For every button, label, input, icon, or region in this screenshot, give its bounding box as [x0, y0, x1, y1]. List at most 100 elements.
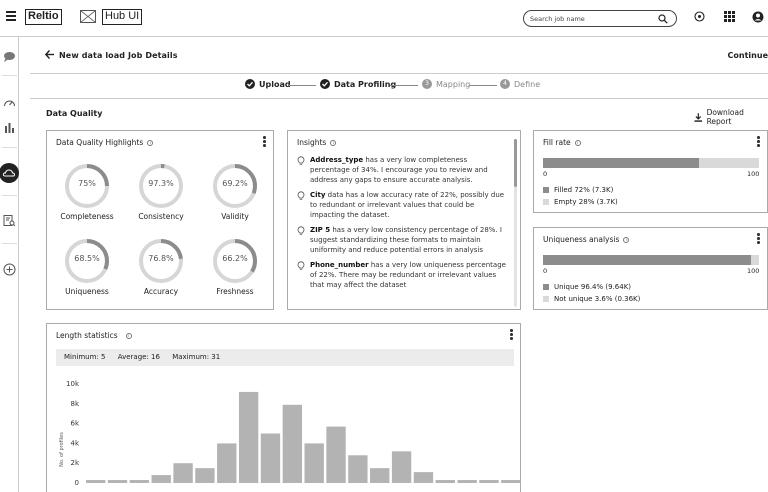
- fill-rate-bar-fill: [543, 158, 699, 168]
- y-tick-label: 0: [75, 479, 79, 487]
- donut-value: 66.2%: [222, 254, 248, 263]
- y-axis-label: No. of profiles: [59, 432, 65, 467]
- lightbulb-icon: [297, 191, 305, 200]
- menu-icon[interactable]: [6, 11, 16, 21]
- insights-list: Address_type has a very low completeness…: [296, 155, 508, 307]
- card-title: Uniqueness analysis i: [543, 235, 630, 244]
- insights-card: Insights i Address_type has a very low co…: [287, 130, 521, 310]
- donut-arc: [213, 239, 257, 283]
- lightbulb-icon: [297, 261, 305, 270]
- scrollbar[interactable]: [514, 139, 517, 307]
- legend-not-unique: Not unique 3.6% (0.36K): [543, 295, 640, 303]
- histogram-bar: [238, 391, 259, 483]
- chat-icon[interactable]: [694, 11, 705, 22]
- info-icon[interactable]: i: [574, 139, 581, 146]
- app-name[interactable]: Hub UI: [102, 9, 143, 25]
- donut-arc: [65, 164, 109, 208]
- user-avatar-icon[interactable]: [752, 11, 764, 23]
- donut-label: Consistency: [138, 212, 184, 221]
- legend-empty: Empty 28% (3.7K): [543, 198, 618, 206]
- step-upload[interactable]: Upload: [245, 79, 291, 89]
- donut-arc: [139, 239, 183, 283]
- donut-value: 69.2%: [222, 179, 248, 188]
- step-define[interactable]: 4 Define: [500, 79, 540, 89]
- document-search-icon[interactable]: [3, 215, 16, 227]
- histogram-bar: [326, 426, 346, 483]
- insight-item: Phone_number has a very low uniqueness p…: [296, 260, 508, 290]
- donut-label: Accuracy: [143, 287, 179, 296]
- histogram-bar: [107, 480, 128, 483]
- check-circle-icon: [320, 79, 330, 89]
- donut-value: 68.5%: [74, 254, 100, 263]
- dashboard-gauge-icon[interactable]: [3, 97, 16, 108]
- search-input[interactable]: [530, 14, 650, 24]
- axis-max: 100: [747, 267, 760, 275]
- donut-accuracy: 76.8%: [138, 238, 184, 284]
- donut-value: 75%: [78, 179, 96, 188]
- card-title: Data Quality Highlights i: [56, 138, 154, 147]
- donut-arc: [213, 164, 257, 208]
- back-arrow-icon[interactable]: [45, 50, 54, 59]
- y-tick-label: 6k: [70, 420, 79, 428]
- step-number: 4: [500, 79, 510, 89]
- donut-consistency: 97.3%: [138, 163, 184, 209]
- step-number: 3: [422, 79, 432, 89]
- histogram-bar: [129, 480, 150, 483]
- histogram-bar: [195, 468, 215, 483]
- y-tick-label: 10k: [66, 380, 80, 388]
- bar-chart-icon[interactable]: [3, 122, 16, 133]
- donut-completeness: 75%: [64, 163, 110, 209]
- step-label: Upload: [259, 79, 291, 89]
- histogram-bar: [479, 480, 499, 483]
- fill-rate-bar: [543, 158, 759, 168]
- step-data-profiling[interactable]: Data Profiling: [320, 79, 396, 89]
- top-bar: Reltio Hub UI: [0, 0, 768, 37]
- insight-item: City data has a low accuracy rate of 22%…: [296, 190, 508, 220]
- histogram-bar: [391, 451, 412, 483]
- axis-max: 100: [747, 170, 760, 178]
- donut-uniqueness: 68.5%: [64, 238, 110, 284]
- step-label: Mapping: [436, 79, 471, 89]
- kebab-menu-icon[interactable]: [757, 136, 760, 148]
- kebab-menu-icon[interactable]: [757, 233, 760, 245]
- download-report-button[interactable]: Download Report: [694, 108, 768, 126]
- donut-value: 97.3%: [148, 179, 174, 188]
- kebab-menu-icon[interactable]: [263, 136, 266, 148]
- info-icon[interactable]: i: [147, 139, 154, 146]
- search-box[interactable]: [523, 10, 677, 27]
- histogram-bar: [348, 455, 368, 483]
- add-circle-icon[interactable]: [3, 263, 16, 276]
- info-icon[interactable]: i: [623, 236, 630, 243]
- continue-button[interactable]: Continue: [727, 51, 768, 60]
- step-label: Data Profiling: [334, 79, 397, 89]
- uniqueness-analysis-card: Uniqueness analysis i 0 100 Unique 96.4% …: [533, 227, 768, 310]
- kebab-menu-icon[interactable]: [510, 329, 513, 341]
- lightbulb-icon: [297, 226, 305, 235]
- apps-grid-icon[interactable]: [724, 11, 735, 22]
- donut-label: Uniqueness: [65, 287, 109, 296]
- step-mapping[interactable]: 3 Mapping: [422, 79, 470, 89]
- donut-label: Completeness: [60, 212, 114, 221]
- y-tick-label: 8k: [70, 400, 79, 408]
- histogram-bar: [457, 480, 477, 483]
- donut-arc: [65, 239, 109, 283]
- chat-bubble-icon[interactable]: [3, 51, 16, 62]
- step-label: Define: [514, 79, 541, 89]
- fill-rate-card: Fill rate i 0 100 Filled 72% (7.3K) Empty…: [533, 130, 768, 213]
- info-icon[interactable]: i: [330, 139, 337, 146]
- histogram-bar: [370, 468, 390, 483]
- axis-min: 0: [543, 267, 548, 275]
- length-statistics-card: Length statistics i Minimum: 5 Average: 1…: [46, 323, 521, 492]
- brand-logo[interactable]: Reltio: [25, 9, 62, 25]
- data-quality-highlights-card: Data Quality Highlights i 75% Completeness…: [46, 130, 274, 310]
- axis-min: 0: [543, 170, 548, 178]
- histogram-bar: [435, 480, 455, 483]
- download-label: Download Report: [706, 108, 744, 126]
- info-icon[interactable]: i: [125, 332, 132, 339]
- check-circle-icon: [245, 79, 255, 89]
- search-icon[interactable]: [658, 14, 668, 24]
- lightbulb-icon: [297, 156, 305, 165]
- cloud-upload-icon[interactable]: [0, 163, 19, 183]
- histogram-bar: [282, 404, 302, 483]
- stepper: Upload Data Profiling 3 Mapping 4 Define: [0, 79, 768, 93]
